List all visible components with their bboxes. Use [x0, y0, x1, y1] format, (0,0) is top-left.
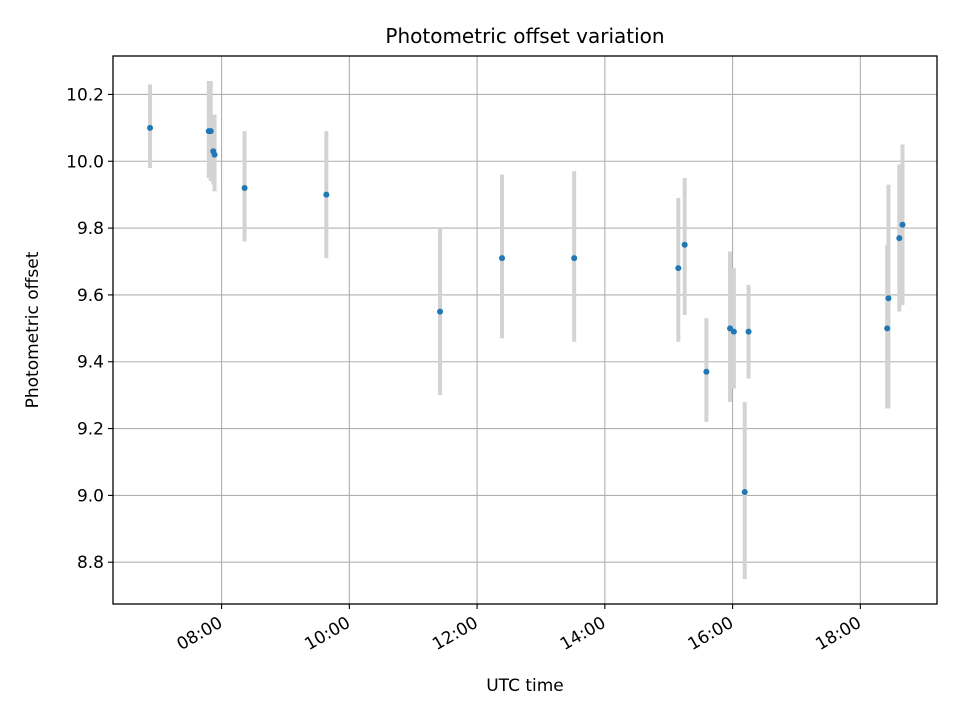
data-point [899, 221, 906, 228]
y-tick-label: 8.8 [77, 553, 104, 573]
data-points [147, 124, 906, 496]
chart-title: Photometric offset variation [385, 24, 664, 48]
plot-frame [112, 55, 938, 605]
data-point [571, 255, 578, 262]
data-point [499, 255, 506, 262]
y-tick-label: 9.0 [77, 486, 104, 506]
x-axis-label: UTC time [486, 676, 564, 696]
y-tick-label: 9.8 [77, 219, 104, 239]
y-tick-label: 9.6 [77, 286, 104, 306]
y-axis-label: Photometric offset [23, 251, 43, 408]
data-point [896, 235, 903, 242]
data-point [885, 295, 892, 302]
y-tick-label: 10.2 [66, 85, 104, 105]
data-point [211, 151, 218, 158]
y-axis-ticks: 8.8 9.0 9.2 9.4 9.6 9.8 10.0 10.2 [66, 85, 113, 573]
data-point [147, 124, 154, 131]
data-point [675, 265, 682, 272]
y-tick-label: 9.4 [77, 353, 104, 373]
data-point [681, 241, 688, 248]
data-point [745, 328, 752, 335]
data-point [703, 368, 710, 375]
data-point [207, 128, 214, 135]
data-point [884, 325, 891, 332]
data-point [741, 489, 748, 496]
data-point [241, 184, 248, 191]
data-point [323, 191, 330, 198]
y-tick-label: 10.0 [66, 152, 104, 172]
data-point [730, 328, 737, 335]
y-tick-label: 9.2 [77, 420, 104, 440]
data-point [437, 308, 444, 315]
